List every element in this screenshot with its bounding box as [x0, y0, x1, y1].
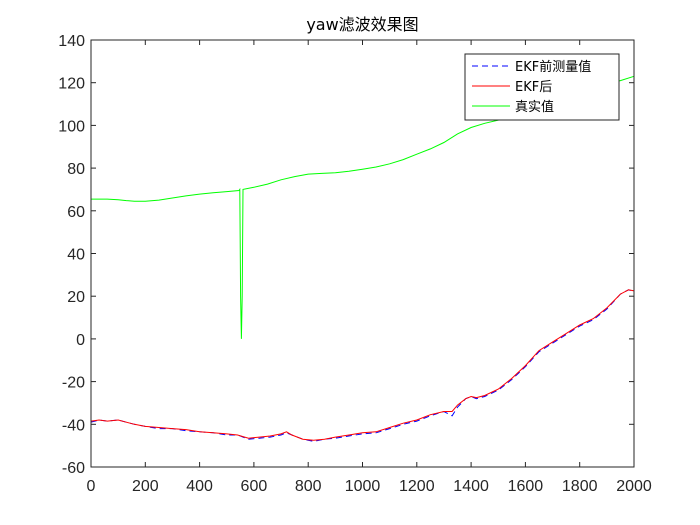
x-tick-label: 600 [241, 478, 268, 495]
y-tick-label: 60 [67, 204, 85, 221]
y-tick-label: -20 [62, 375, 85, 392]
legend-label-2: EKF后 [515, 80, 552, 95]
y-tick-label: 140 [58, 33, 85, 50]
x-tick-label: 0 [87, 478, 96, 495]
legend-label-1: EKF前测量值 [515, 59, 591, 75]
legend-box [464, 53, 620, 121]
x-tick-label: 1600 [508, 478, 544, 495]
y-tick-label: -60 [62, 460, 85, 477]
legend-label-3: 真实值 [515, 99, 554, 115]
x-tick-label: 1800 [562, 478, 598, 495]
x-tick-label: 200 [132, 478, 159, 495]
y-tick-label: 40 [67, 247, 85, 264]
axes-layer: 0 200 400 600 800 1000 1200 1400 1600 1800 2000-60… [58, 33, 652, 495]
series-line-2 [90, 289, 635, 441]
chart-title: yaw滤波效果图 [306, 15, 418, 34]
x-tick-label: 2000 [616, 478, 652, 495]
y-tick-label: 0 [76, 332, 85, 349]
y-tick-label: 100 [58, 118, 85, 135]
x-tick-label: 1200 [399, 478, 435, 495]
y-tick-label: 120 [58, 76, 85, 93]
y-tick-label: 80 [67, 161, 85, 178]
y-tick-label: -40 [62, 417, 85, 434]
x-tick-label: 1000 [345, 478, 381, 495]
y-tick-label: 20 [67, 289, 85, 306]
x-tick-label: 400 [186, 478, 213, 495]
x-tick-label: 1400 [453, 478, 489, 495]
x-tick-label: 800 [295, 478, 322, 495]
